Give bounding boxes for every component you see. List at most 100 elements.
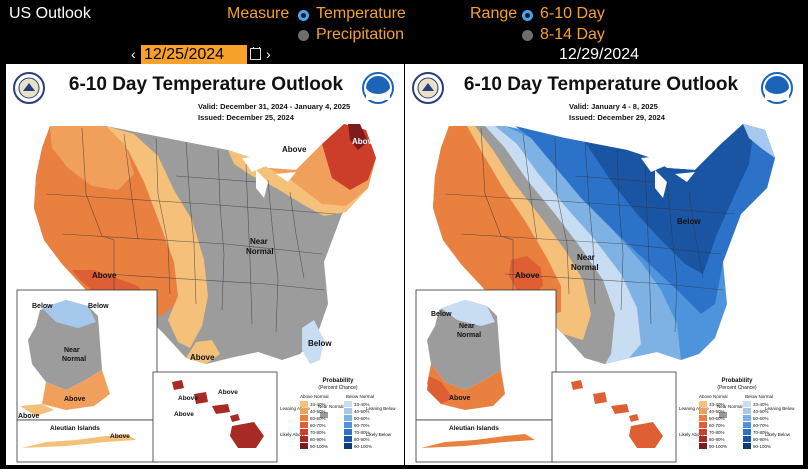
right-legend: Probability (Percent Chance) Above Norma… (679, 378, 795, 449)
legend-below-swatch-2 (743, 415, 751, 421)
legend-leaning-below: Leaning Below (366, 406, 396, 411)
legend-above-bin-label-4: 70-80% (310, 430, 326, 435)
legend-below-bin-label-2: 50-60% (354, 416, 370, 421)
state-boundaries (444, 127, 736, 333)
legend-below-swatch-5 (344, 436, 352, 442)
legend-below-bin-label-0: 33-40% (753, 402, 769, 407)
toolbar: US Outlook Measure Temperature Precipita… (0, 0, 808, 64)
prev-date-arrow-icon[interactable]: ‹ (131, 46, 136, 62)
legend-near-normal: Near Normal (318, 404, 344, 409)
issued-text: Issued: December 29, 2024 (569, 113, 666, 122)
range-6-10-option[interactable]: 6-10 Day (540, 5, 605, 22)
legend-below-swatch-0 (743, 401, 751, 407)
label-above-sw: Above (92, 271, 117, 280)
florida-below-area (302, 320, 324, 364)
legend-above-swatch-5 (300, 436, 308, 442)
label-below-ak-2: Below (88, 303, 109, 310)
legend-below-swatch-1 (743, 408, 751, 414)
hawaii-above-area (571, 380, 663, 448)
legend-below-swatch-3 (344, 422, 352, 428)
legend-below-swatch-3 (743, 422, 751, 428)
label-below-fl: Below (308, 339, 332, 348)
map-title: 6-10 Day Temperature Outlook (464, 74, 739, 95)
legend-above-bin-label-1: 40-50% (709, 409, 725, 414)
legend-above-bin-label-4: 70-80% (709, 430, 725, 435)
measure-temperature-radio[interactable] (298, 10, 309, 21)
label-near-ak: Near (64, 347, 80, 354)
calendar-icon[interactable] (250, 47, 261, 60)
legend-title: Probability (322, 378, 354, 384)
range-8-14-option[interactable]: 8-14 Day (540, 26, 605, 43)
page-title: US Outlook (9, 5, 91, 22)
label-above-ak: Above (64, 396, 86, 403)
noaa-logo-icon (362, 72, 394, 104)
label-normal: Normal (246, 247, 274, 256)
legend-above-bin-label-0: 33-40% (310, 402, 326, 407)
next-date-arrow-icon[interactable]: › (266, 46, 271, 62)
legend-likely-above: Likely Above (679, 432, 705, 437)
legend-near-swatch (719, 412, 727, 418)
range-label: Range (470, 5, 518, 22)
legend-below-swatch-6 (743, 443, 751, 449)
legend-above-normal: Above Normal (699, 394, 728, 399)
legend-above-bin-label-5: 80-90% (709, 437, 725, 442)
label-below-ak-1: Below (32, 303, 53, 310)
legend-below-bin-label-1: 40-50% (354, 409, 370, 414)
hawaii-above-area (172, 380, 264, 448)
right-map-date: 12/29/2024 (559, 46, 640, 63)
measure-precipitation-option[interactable]: Precipitation (316, 26, 405, 43)
hawaii-inset (152, 371, 278, 463)
legend-above-normal: Above Normal (300, 394, 329, 399)
legend-below-bin-label-2: 50-60% (753, 416, 769, 421)
right-outlook-map: 6-10 Day Temperature Outlook Valid: Janu… (405, 64, 803, 465)
alaska-below-area (42, 300, 96, 328)
legend-below-swatch-0 (344, 401, 352, 407)
maine-above-max (348, 124, 368, 150)
legend-above-swatch-2 (699, 415, 707, 421)
left-outlook-map: 6-10 Day Temperature Outlook Valid: Dece… (6, 64, 404, 465)
legend-title: Probability (721, 378, 753, 384)
label-above-tx: Above (190, 353, 215, 362)
legend-above-swatch-6 (699, 443, 707, 449)
noaa-logo-icon (761, 72, 793, 104)
above-core-sw (509, 256, 543, 296)
maine-below-light (743, 124, 775, 158)
measure-label: Measure (227, 5, 290, 22)
legend-above-swatch-4 (699, 429, 707, 435)
range-6-10-radio[interactable] (522, 10, 533, 21)
legend-below-bin-label-3: 60-70% (354, 423, 370, 428)
date-input[interactable]: 12/25/2024 (141, 45, 247, 64)
measure-precipitation-radio[interactable] (298, 30, 309, 41)
legend-above-swatch-6 (300, 443, 308, 449)
alaska-west-above-area (20, 404, 54, 416)
legend-above-bin-label-2: 50-60% (709, 416, 725, 421)
legend-above-bin-label-0: 33-40% (709, 402, 725, 407)
legend-likely-below: Likely Below (765, 432, 791, 437)
label-above-ne: Above (282, 145, 307, 154)
legend-below-bin-label-3: 60-70% (753, 423, 769, 428)
label-normal: Normal (571, 263, 599, 272)
legend-below-swatch-4 (743, 429, 751, 435)
label-below: Below (677, 217, 701, 226)
legend-below-normal: Below Normal (346, 394, 374, 399)
great-lakes (641, 156, 695, 198)
valid-text: Valid: January 4 - 8, 2025 (569, 102, 658, 111)
legend-above-swatch-0 (300, 401, 308, 407)
legend-above-swatch-1 (699, 408, 707, 414)
legend-near-normal: Near Normal (717, 404, 743, 409)
measure-temperature-option[interactable]: Temperature (316, 5, 406, 22)
legend-above-swatch-3 (300, 422, 308, 428)
legend-below-swatch-2 (344, 415, 352, 421)
legend-leaning-below: Leaning Below (765, 406, 795, 411)
aleutian-above-area (421, 434, 535, 448)
label-normal-ak: Normal (457, 332, 481, 339)
label-above-aleutian: Above (110, 433, 130, 440)
legend-below-swatch-6 (344, 443, 352, 449)
label-below-ak: Below (431, 311, 452, 318)
legend-above-bin-label-3: 60-70% (310, 423, 326, 428)
legend-below-swatch-1 (344, 408, 352, 414)
legend-above-bin-label-1: 40-50% (310, 409, 326, 414)
aleutian-above-area (22, 434, 136, 448)
range-8-14-radio[interactable] (522, 30, 533, 41)
valid-text: Valid: December 31, 2024 - January 4, 20… (198, 102, 350, 111)
